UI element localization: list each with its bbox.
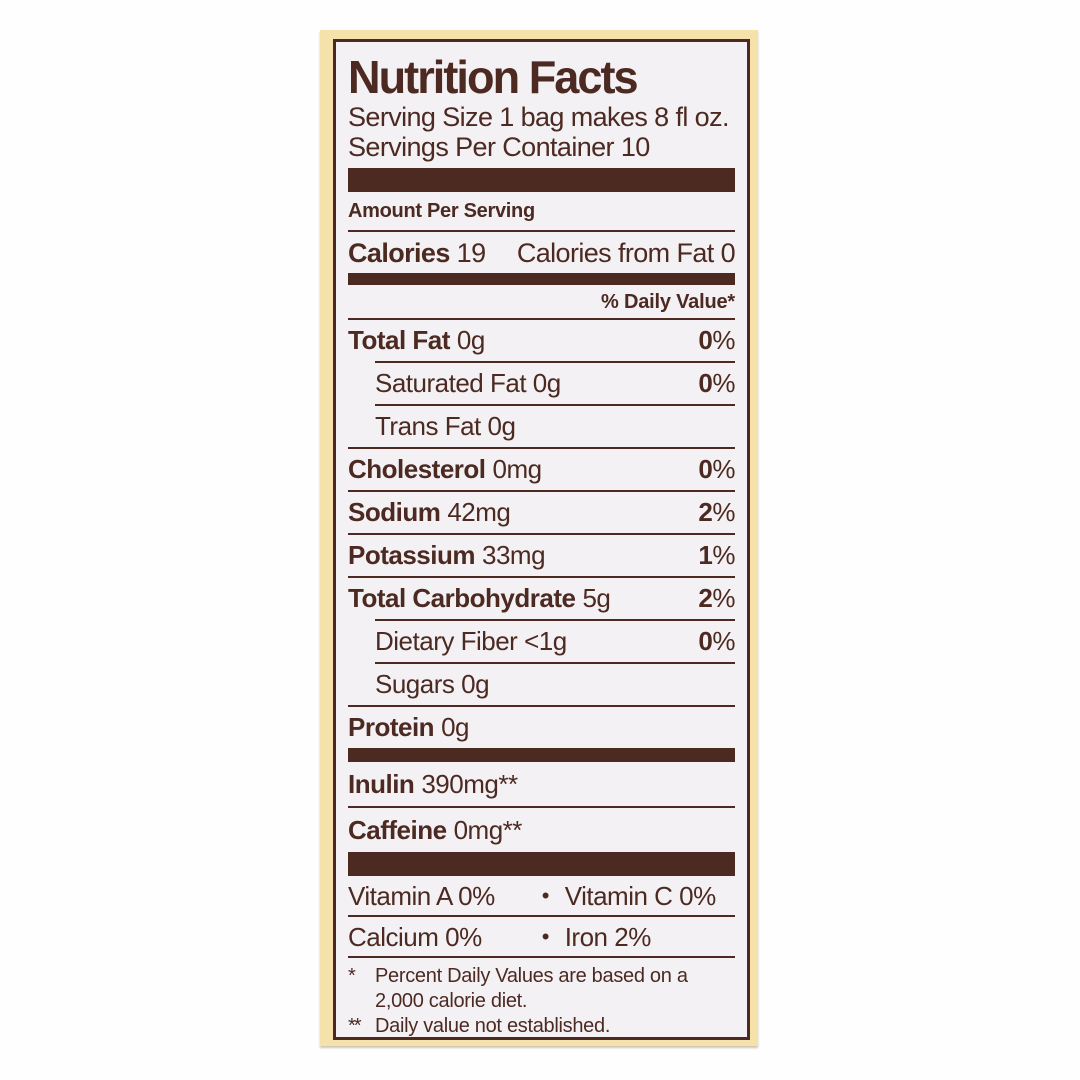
separator-bar-medium <box>348 273 735 285</box>
percent-sign: % <box>712 583 735 613</box>
nutrient-amount: 33mg <box>482 540 546 570</box>
calories-from-fat: Calories from Fat 0 <box>516 238 736 268</box>
bullet-separator: • <box>541 883 550 908</box>
nutrient-dv: 2 <box>698 583 713 613</box>
nutrient-amount: 0g <box>487 411 516 441</box>
nutrient-row-caffeine: Caffeine 0mg** <box>348 806 735 852</box>
nutrient-amount: 42mg <box>447 497 511 527</box>
footnote-marker: ** <box>348 1015 362 1037</box>
nutrient-row-dietary-fiber: Dietary Fiber <1g 0% <box>375 619 735 662</box>
calcium-value: Calcium 0% <box>348 922 482 952</box>
nutrient-row-sugars: Sugars 0g <box>375 662 735 705</box>
daily-value-header: % Daily Value* <box>601 291 735 313</box>
iron-value: Iron 2% <box>564 922 652 952</box>
nutrient-amount: 5g <box>582 583 611 613</box>
vitamin-c-value: Vitamin C 0% <box>564 881 717 911</box>
footnote-not-established: ** Daily value not established. <box>348 1014 735 1039</box>
nutrient-name: Total Carbohydrate <box>348 583 576 613</box>
serving-size-line: Serving Size 1 bag makes 8 fl oz. <box>348 102 730 132</box>
calories-label: Calories <box>348 238 450 268</box>
nutrient-name: Inulin <box>348 769 415 799</box>
footnote-text: Daily value not established. <box>375 1015 611 1037</box>
nutrient-name: Caffeine <box>348 815 447 845</box>
calories-label-value: Calories 19 <box>348 239 486 267</box>
nutrient-amount: 390mg** <box>421 769 518 799</box>
nutrient-amount: 0mg <box>492 454 543 484</box>
percent-sign: % <box>712 540 735 570</box>
percent-sign: % <box>712 497 735 527</box>
nutrient-amount: 0g <box>461 669 490 699</box>
nutrient-name: Dietary Fiber <box>375 626 518 656</box>
nutrient-row-cholesterol: Cholesterol 0mg 0% <box>348 447 735 490</box>
nutrient-row-sodium: Sodium 42mg 2% <box>348 490 735 533</box>
percent-sign: % <box>712 368 735 398</box>
nutrient-row-potassium: Potassium 33mg 1% <box>348 533 735 576</box>
nutrition-facts-label: Nutrition Facts Serving Size 1 bag makes… <box>333 39 750 1040</box>
separator-bar-mid <box>348 748 735 762</box>
footnote-marker: * <box>348 965 356 987</box>
nutrient-name: Trans Fat <box>375 411 481 441</box>
nutrient-name: Cholesterol <box>348 454 486 484</box>
percent-sign: % <box>712 454 735 484</box>
nutrient-amount: 0g <box>441 712 469 742</box>
nutrient-dv: 0 <box>698 626 713 656</box>
nutrient-amount: 0mg** <box>453 815 523 845</box>
calories-value: 19 <box>456 238 486 268</box>
nutrient-amount: 0g <box>532 368 561 398</box>
calories-row: Calories 19 Calories from Fat 0 <box>348 232 736 273</box>
nutrient-name: Total Fat <box>348 325 450 355</box>
nutrient-name: Potassium <box>348 540 476 570</box>
vitamin-a-value: Vitamin A 0% <box>348 881 495 911</box>
nutrient-dv: 0 <box>698 368 713 398</box>
nutrient-dv: 0 <box>698 325 713 355</box>
micronutrient-row-vitamins: Vitamin A 0% • Vitamin C 0% <box>348 876 735 915</box>
percent-sign: % <box>712 325 735 355</box>
nutrient-row-trans-fat: Trans Fat 0g <box>375 404 735 447</box>
nutrient-row-saturated-fat: Saturated Fat 0g 0% <box>375 361 735 404</box>
amount-per-serving-header: Amount Per Serving <box>348 192 735 232</box>
nutrient-row-total-fat: Total Fat 0g 0% <box>348 318 735 361</box>
nutrient-name: Protein <box>348 712 435 742</box>
nutrient-row-protein: Protein 0g <box>348 705 735 748</box>
package-background: Nutrition Facts Serving Size 1 bag makes… <box>320 30 758 1046</box>
nutrient-amount: 0g <box>456 325 485 355</box>
footnote-daily-values: * Percent Daily Values are based on a 2,… <box>348 964 735 1014</box>
nutrition-facts-title: Nutrition Facts <box>348 51 639 103</box>
footnotes-section: * Percent Daily Values are based on a 2,… <box>348 956 735 1039</box>
nutrient-dv: 2 <box>698 497 713 527</box>
nutrient-amount: <1g <box>524 626 567 656</box>
separator-bar-thick <box>348 852 735 876</box>
nutrient-row-total-carbohydrate: Total Carbohydrate 5g 2% <box>348 576 735 619</box>
nutrient-name: Saturated Fat <box>375 368 527 398</box>
separator-bar-thick <box>348 168 735 192</box>
nutrient-dv: 1 <box>698 540 713 570</box>
nutrient-dv: 0 <box>698 454 713 484</box>
nutrient-row-inulin: Inulin 390mg** <box>348 762 735 806</box>
servings-per-container-line: Servings Per Container 10 <box>348 132 650 162</box>
bullet-separator: • <box>541 924 550 949</box>
percent-sign: % <box>712 626 735 656</box>
micronutrient-row-minerals: Calcium 0% • Iron 2% <box>348 915 735 956</box>
nutrient-name: Sugars <box>375 669 455 699</box>
nutrient-name: Sodium <box>348 497 441 527</box>
footnote-text: Percent Daily Values are based on a 2,00… <box>375 965 688 1012</box>
